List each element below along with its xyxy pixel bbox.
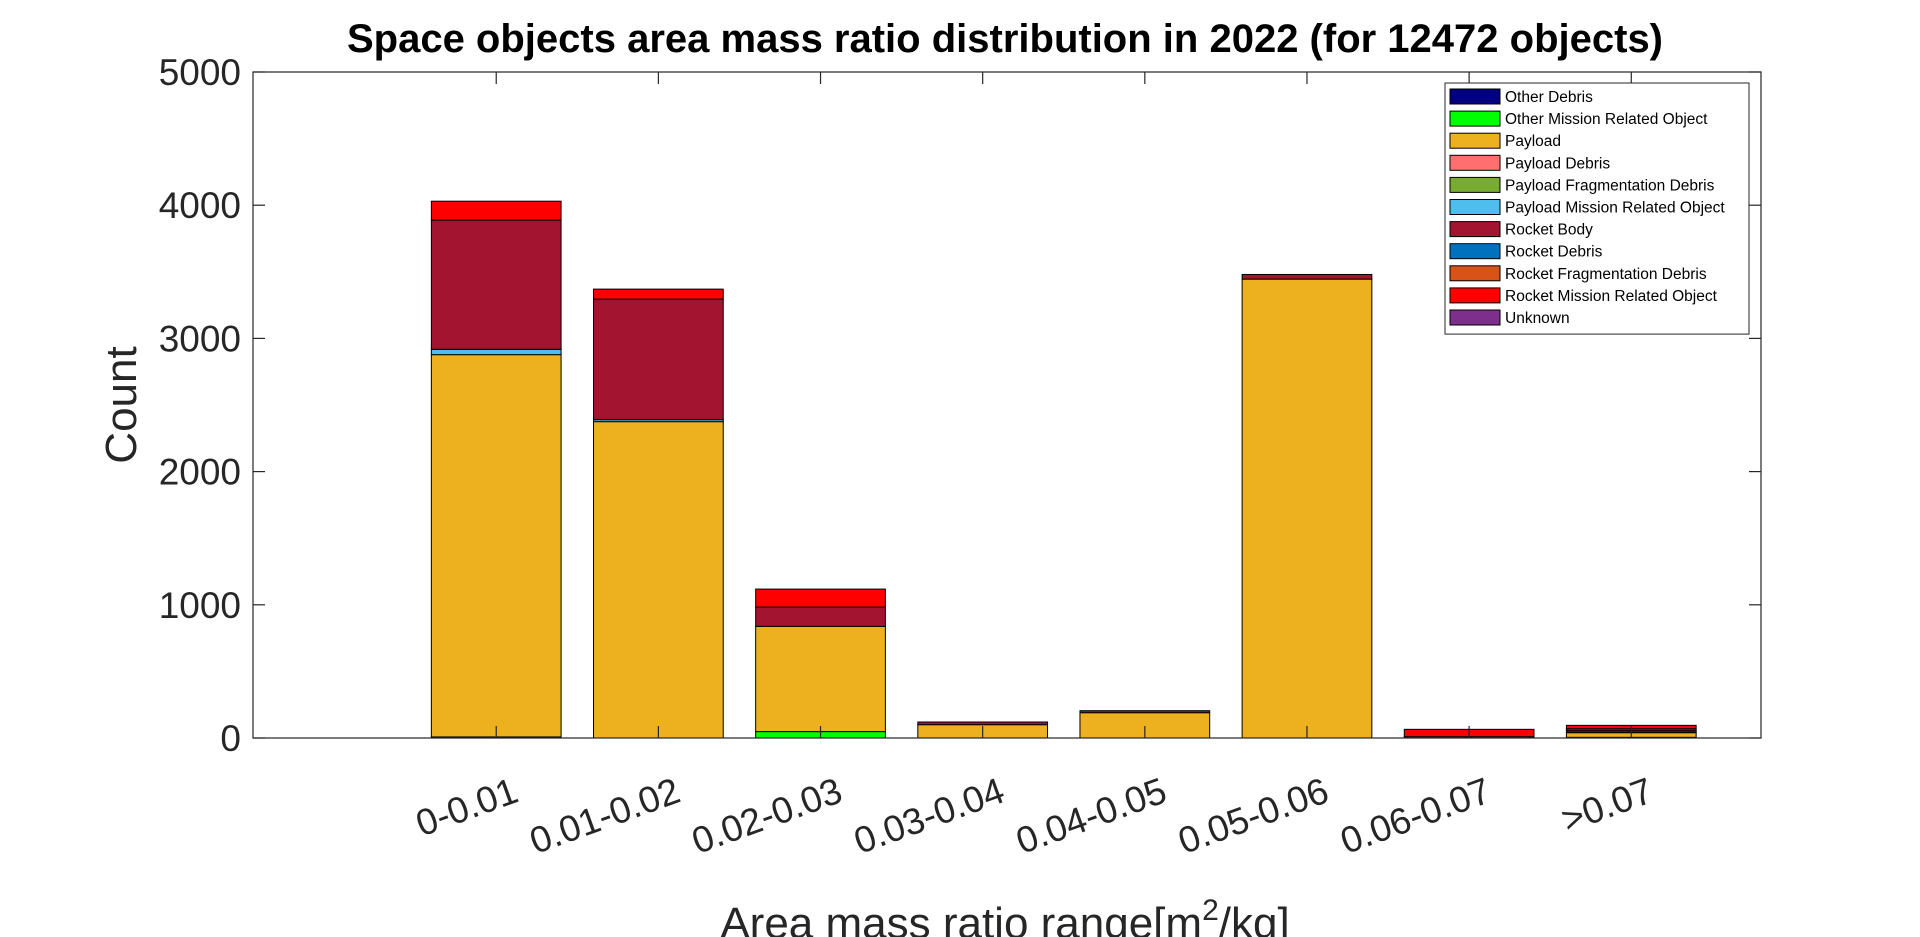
y-tick-label: 5000 [159,52,241,93]
legend-swatch [1449,176,1501,193]
legend-entry: Payload Debris [1505,155,1610,172]
legend-entry: Other Mission Related Object [1505,111,1708,128]
x-tick-label: 0-0.01 [410,770,523,844]
y-tick-labels: 0 1000 2000 3000 4000 5000 [159,52,241,759]
y-tick-label: 3000 [159,318,241,359]
legend-entry: Payload Mission Related Object [1505,200,1725,217]
legend-swatch [1449,309,1501,326]
bar-6-series-3 [1241,278,1373,739]
legend-swatch [1449,110,1501,127]
bar-1-series-7 [430,219,562,350]
y-tick-label: 1000 [159,585,241,626]
bar-2-series-3 [593,421,724,739]
legend-swatch [1449,132,1501,149]
bar-6-series-7 [1241,273,1373,280]
x-tick-label: 0.06-0.07 [1335,770,1496,862]
bar-1-series-10 [430,200,562,221]
bar-3-series-10 [755,588,886,608]
x-tick-label: 0.05-0.06 [1173,770,1334,862]
legend-entry: Unknown [1505,310,1570,327]
x-tick-label: 0.03-0.04 [849,770,1010,862]
chart-title: Space objects area mass ratio distributi… [347,17,1663,61]
bar-3-series-7 [755,606,886,627]
legend-entry: Rocket Mission Related Object [1505,288,1718,305]
x-axis-label: Area mass ratio range[m2/kg] [720,894,1289,937]
legend: Other Debris Other Mission Related Object… [1444,82,1750,335]
axes [252,71,1762,739]
x-tick-label: 0.04-0.05 [1011,770,1172,862]
legend-swatch [1449,88,1501,105]
bar-5-series-7 [1079,710,1211,714]
legend-entry: Rocket Debris [1505,244,1603,261]
x-axis-label-superscript: 2 [1202,894,1219,927]
x-tick-label: 0.01-0.02 [524,770,685,862]
legend-entry: Rocket Fragmentation Debris [1505,266,1707,283]
legend-swatch [1449,287,1501,304]
bar-2-series-7 [593,298,724,421]
y-axis-label: Count [97,346,146,463]
bar-3-series-3 [755,625,886,733]
legend-swatch [1449,243,1501,260]
x-axis-label-main: Area mass ratio range[m [720,899,1202,937]
bar-2-series-10 [593,288,724,300]
axes-box [252,71,1762,739]
legend-swatch [1449,154,1501,171]
legend-swatch [1449,199,1501,215]
bar-1-series-6 [430,348,562,356]
x-tick-label: >0.07 [1556,770,1658,841]
legend-entry: Rocket Body [1505,222,1593,239]
y-tick-label: 2000 [159,452,241,493]
legend-entry: Payload Fragmentation Debris [1505,177,1715,194]
bars [430,200,1697,739]
bar-4-series-7 [917,721,1049,726]
y-tick-label: 4000 [159,185,241,226]
x-tick-labels: 0-0.01 0.01-0.02 0.02-0.03 0.03-0.04 0.04-0.… [410,770,1658,862]
legend-entry: Payload [1505,133,1561,150]
legend-swatch [1449,221,1501,238]
bar-1-series-3 [430,354,562,738]
x-tick-label: 0.02-0.03 [686,770,847,862]
legend-swatch [1449,265,1501,282]
legend-entry: Other Debris [1505,89,1593,106]
y-tick-label: 0 [220,718,241,759]
x-axis-label-tail: /kg] [1219,899,1290,937]
